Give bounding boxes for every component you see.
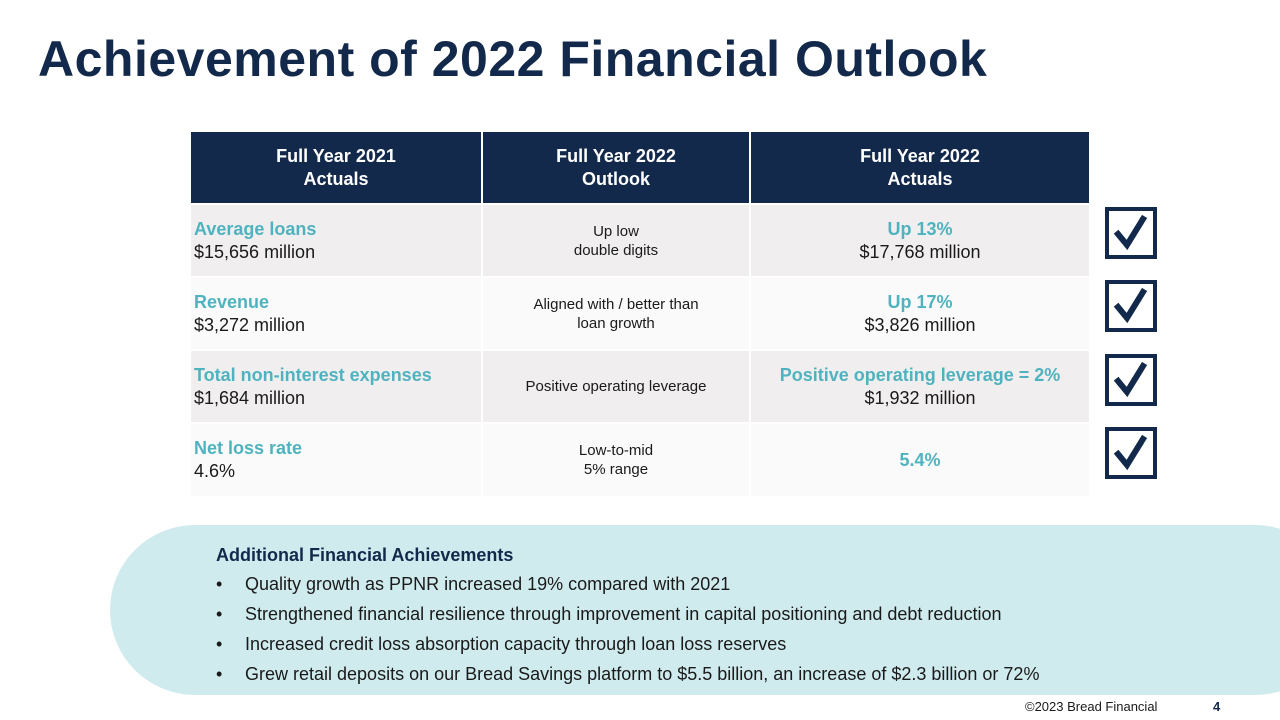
table-row: Net loss rate 4.6% Low-to-mid 5% range 5…	[191, 422, 1089, 496]
slide-title: Achievement of 2022 Financial Outlook	[38, 31, 988, 87]
table-row: Revenue $3,272 million Aligned with / be…	[191, 276, 1089, 350]
outlook-cell: Low-to-mid 5% range	[481, 422, 750, 496]
actual-value: $3,826 million	[864, 314, 976, 335]
outlook-table: Full Year 2021 Actuals Full Year 2022 Outl…	[191, 132, 1089, 496]
list-item: Quality growth as PPNR increased 19% com…	[216, 573, 1216, 595]
actual-status: 5.4%	[899, 449, 941, 470]
header-fy2021-actuals: Full Year 2021 Actuals	[191, 132, 482, 204]
actual-value: $17,768 million	[859, 241, 981, 262]
actual-cell: Up 13% $17,768 million	[749, 203, 1089, 277]
header-fy2022-outlook: Full Year 2022 Outlook	[481, 132, 750, 204]
actual-status: Up 17%	[887, 291, 953, 312]
metric-value-2021: $15,656 million	[194, 241, 316, 262]
outlook-cell: Up low double digits	[481, 203, 750, 277]
metric-cell: Revenue $3,272 million	[191, 276, 482, 350]
actual-cell: Positive operating leverage = 2% $1,932 …	[749, 349, 1089, 423]
metric-cell: Net loss rate 4.6%	[191, 422, 482, 496]
achievements-panel: Additional Financial Achievements Qualit…	[216, 544, 1216, 693]
footer-copyright: ©2023 Bread Financial	[1025, 699, 1158, 714]
list-item: Increased credit loss absorption capacit…	[216, 633, 1216, 655]
metric-value-2021: $3,272 million	[194, 314, 306, 335]
actual-value: $1,932 million	[864, 387, 976, 408]
outlook-cell: Positive operating leverage	[481, 349, 750, 423]
checkbox-checked-icon	[1105, 207, 1157, 259]
header-fy2022-actuals: Full Year 2022 Actuals	[749, 132, 1089, 204]
checkbox-checked-icon	[1105, 280, 1157, 332]
table-header-row: Full Year 2021 Actuals Full Year 2022 Outl…	[191, 132, 1089, 204]
page-number: 4	[1213, 699, 1221, 714]
outlook-cell: Aligned with / better than loan growth	[481, 276, 750, 350]
list-item: Grew retail deposits on our Bread Saving…	[216, 663, 1216, 685]
metric-cell: Average loans $15,656 million	[191, 203, 482, 277]
achievements-list: Quality growth as PPNR increased 19% com…	[216, 573, 1216, 685]
achievements-title: Additional Financial Achievements	[216, 545, 514, 565]
metric-label: Net loss rate	[194, 438, 303, 458]
checkbox-checked-icon	[1105, 354, 1157, 406]
table-row: Total non-interest expenses $1,684 milli…	[191, 349, 1089, 423]
actual-cell: 5.4%	[749, 422, 1089, 496]
list-item: Strengthened financial resilience throug…	[216, 603, 1216, 625]
metric-value-2021: $1,684 million	[194, 387, 306, 408]
metric-cell: Total non-interest expenses $1,684 milli…	[191, 349, 482, 423]
checkbox-checked-icon	[1105, 427, 1157, 479]
metric-label: Revenue	[194, 291, 270, 312]
metric-value-2021: 4.6%	[194, 461, 236, 481]
actual-cell: Up 17% $3,826 million	[749, 276, 1089, 350]
metric-label: Total non-interest expenses	[194, 364, 432, 385]
actual-status: Up 13%	[887, 218, 953, 239]
table-row: Average loans $15,656 million Up low dou…	[191, 203, 1089, 277]
metric-label: Average loans	[194, 218, 317, 239]
actual-status: Positive operating leverage = 2%	[779, 364, 1061, 385]
